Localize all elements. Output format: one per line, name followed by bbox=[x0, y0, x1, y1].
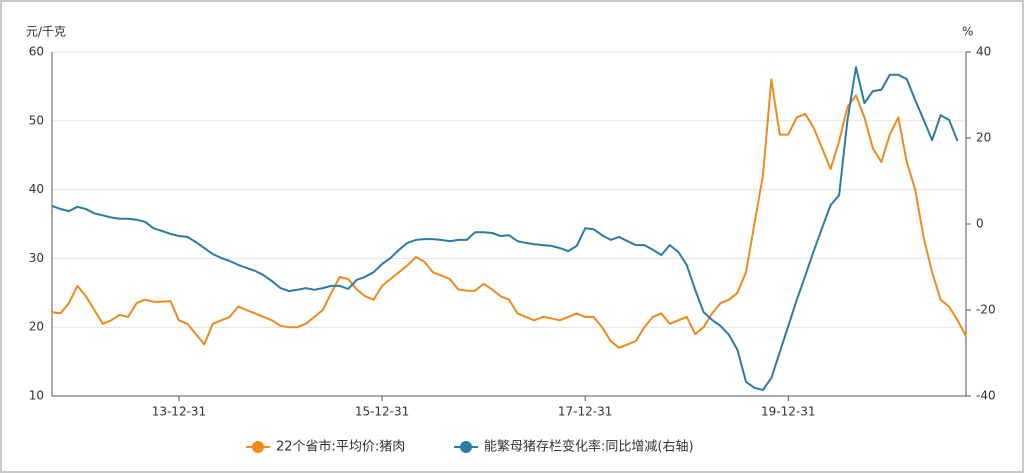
y2-tick-label: 20 bbox=[976, 131, 991, 145]
legend-label: 22个省市:平均价:猪肉 bbox=[276, 439, 405, 455]
y-tick-label: 60 bbox=[29, 45, 44, 59]
y-tick-label: 20 bbox=[29, 320, 44, 334]
y-tick-label: 10 bbox=[29, 389, 44, 403]
x-tick-label: 15-12-31 bbox=[355, 405, 409, 419]
y2-axis-unit: % bbox=[962, 25, 973, 39]
y2-tick-label: -20 bbox=[976, 303, 996, 317]
x-tick-label: 13-12-31 bbox=[152, 405, 206, 419]
legend-marker bbox=[252, 441, 264, 453]
series-line bbox=[51, 78, 967, 349]
legend-marker bbox=[460, 441, 472, 453]
y-tick-label: 50 bbox=[29, 113, 44, 127]
series-line bbox=[51, 66, 959, 391]
legend-label: 能繁母猪存栏变化率:同比增减(右轴) bbox=[484, 439, 694, 455]
x-tick-label: 19-12-31 bbox=[761, 405, 815, 419]
y2-tick-label: -40 bbox=[976, 389, 996, 403]
y-axis-unit: 元/千克 bbox=[26, 25, 66, 39]
y2-tick-label: 0 bbox=[976, 217, 984, 231]
y-tick-label: 30 bbox=[29, 251, 44, 265]
x-tick-label: 17-12-31 bbox=[558, 405, 612, 419]
y-tick-label: 40 bbox=[29, 182, 44, 196]
y2-tick-label: 40 bbox=[976, 45, 991, 59]
